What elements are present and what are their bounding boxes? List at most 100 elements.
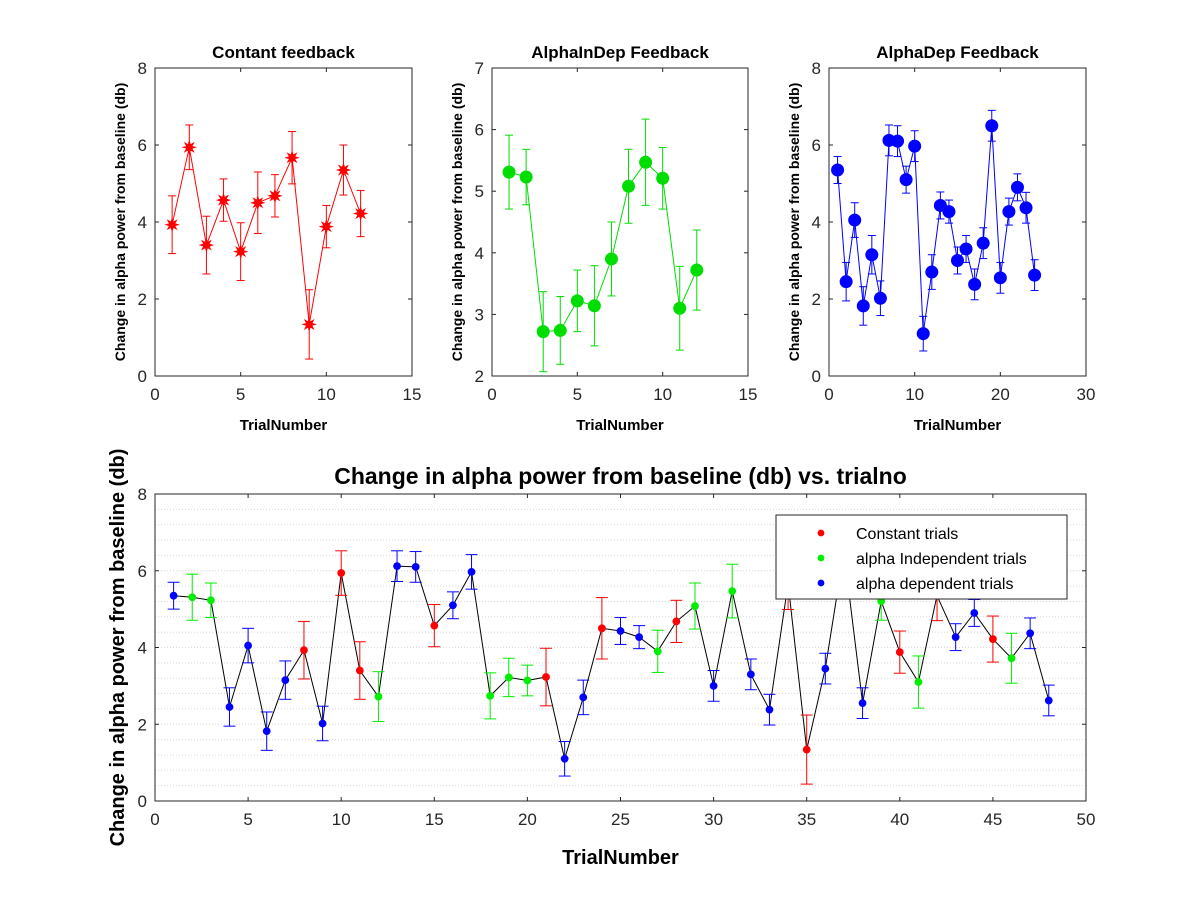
data-point [318, 719, 327, 728]
data-point [181, 139, 198, 156]
data-point [728, 587, 737, 595]
chart-title: Change in alpha power from baseline (db)… [334, 463, 907, 489]
x-tick-label: 25 [611, 810, 630, 829]
data-point [993, 271, 1007, 285]
legend-label: alpha Independent trials [856, 551, 1027, 568]
series-line [171, 147, 362, 325]
data-point [300, 646, 308, 655]
y-tick-label: 3 [475, 305, 484, 324]
y-tick-label: 7 [475, 59, 484, 78]
data-point [301, 316, 318, 333]
x-axis-label: TrialNumber [576, 417, 664, 434]
data-point [989, 635, 997, 643]
data-point [635, 633, 644, 642]
data-point [335, 162, 352, 178]
data-point [691, 602, 699, 610]
data-point [267, 188, 283, 204]
data-point [188, 593, 197, 602]
data-point [709, 681, 718, 690]
x-tick-label: 20 [991, 385, 1010, 404]
x-tick-label: 0 [487, 385, 496, 404]
x-tick-label: 10 [332, 810, 351, 829]
data-point [244, 641, 253, 650]
y-tick-label: 0 [138, 792, 147, 811]
y-tick-label: 6 [475, 121, 484, 140]
data-point [856, 299, 870, 313]
data-point [169, 591, 178, 600]
axes-box [491, 67, 749, 377]
legend: Constant trials alpha Independent trials a… [775, 514, 1068, 600]
data-point [579, 693, 588, 702]
data-point [916, 327, 930, 341]
data-point [519, 170, 533, 184]
data-point [536, 325, 550, 339]
data-point [690, 263, 704, 277]
y-tick-label: 5 [475, 182, 484, 201]
data-point [765, 705, 774, 714]
x-tick-label: 50 [1077, 810, 1096, 829]
data-point [639, 155, 653, 169]
data-point [908, 139, 922, 153]
chart-constant-feedback: 0 5 10 15 0 2 4 6 8 Contant feedback TrialNumber Ch… [112, 43, 421, 434]
data-point [914, 678, 923, 686]
data-point [560, 754, 569, 763]
x-tick-label: 10 [653, 385, 672, 404]
data-point [393, 562, 401, 571]
series-line [837, 125, 1036, 334]
data-point [985, 119, 999, 133]
data-point [858, 699, 867, 708]
x-tick-label: 40 [890, 810, 909, 829]
chart-title: Contant feedback [212, 43, 355, 62]
data-point [502, 165, 516, 179]
y-tick-label: 6 [812, 136, 821, 155]
x-tick-label: 15 [403, 385, 422, 404]
x-tick-label: 0 [150, 810, 159, 829]
data-point [839, 275, 853, 289]
data-point [542, 673, 550, 681]
data-point [250, 194, 266, 211]
y-tick-label: 2 [138, 290, 147, 309]
data-point [673, 301, 687, 315]
x-tick-label: 15 [739, 385, 758, 404]
x-tick-label: 10 [317, 385, 336, 404]
data-point [942, 205, 956, 219]
y-tick-label: 0 [138, 367, 147, 386]
y-axis-label: Change in alpha power from baseline (db) [786, 83, 802, 361]
data-point [430, 621, 439, 630]
y-tick-label: 4 [812, 213, 821, 232]
data-point [411, 563, 420, 571]
legend-marker [817, 579, 825, 587]
data-point [374, 692, 383, 701]
y-tick-label: 8 [812, 59, 821, 78]
data-point [802, 745, 811, 754]
data-point [976, 236, 990, 250]
y-tick-label: 4 [138, 639, 147, 658]
data-point [352, 205, 369, 222]
data-point [262, 727, 271, 736]
data-point [215, 192, 232, 208]
data-point [891, 134, 905, 148]
data-point [355, 666, 364, 675]
data-point [959, 242, 973, 256]
y-tick-label: 2 [812, 290, 821, 309]
x-axis-label: TrialNumber [914, 417, 1002, 434]
data-point [848, 213, 862, 227]
data-point [873, 291, 887, 305]
x-tick-label: 0 [824, 385, 833, 404]
x-tick-label: 15 [425, 810, 444, 829]
legend-box [775, 514, 1068, 600]
data-point [1019, 201, 1033, 215]
plot-area [155, 68, 412, 376]
chart-alpha-independent-feedback: 0 5 10 15 2 3 4 5 6 7 AlphaInDep Feedback TrialNumb… [449, 43, 757, 434]
data-point [968, 277, 982, 291]
chart-combined-vs-trialno: 0 5 10 15 20 25 30 35 40 45 50 0 2 4 6 8 Change in alpha… [107, 449, 1095, 869]
data-point [523, 676, 532, 685]
data-point [232, 243, 249, 260]
data-point [1026, 629, 1035, 638]
data-point [653, 647, 662, 656]
x-tick-label: 20 [518, 810, 537, 829]
x-tick-label: 30 [704, 810, 723, 829]
y-tick-label: 8 [138, 485, 147, 504]
x-tick-label: 5 [573, 385, 582, 404]
data-point [281, 676, 290, 685]
